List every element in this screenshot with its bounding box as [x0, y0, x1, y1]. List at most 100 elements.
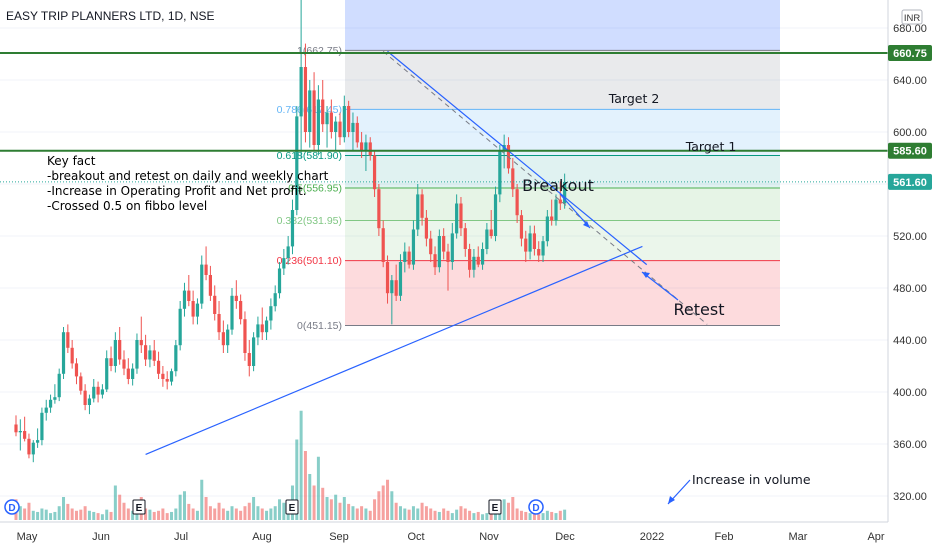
candle-body [256, 324, 260, 338]
volume-bar [92, 511, 96, 520]
volume-bar [57, 506, 61, 520]
volume-bar [342, 497, 346, 520]
candle-body [411, 229, 416, 265]
candle-body [360, 142, 364, 152]
volume-bar [299, 410, 303, 520]
candle [44, 399, 48, 421]
candle-body [429, 238, 433, 255]
candle-body [308, 90, 312, 132]
candle [144, 334, 148, 366]
candle [87, 394, 92, 415]
volume-bar [265, 510, 269, 520]
candle [316, 85, 320, 156]
dividend-marker [4, 499, 20, 515]
candle-body [563, 181, 567, 204]
volume-bar [550, 511, 554, 520]
candle [334, 116, 338, 152]
candle-body [53, 397, 57, 400]
volume-bar [528, 513, 532, 520]
candle-body [303, 67, 308, 132]
candle [48, 394, 53, 413]
price-tick-label: 640.00 [893, 75, 927, 87]
price-tag-label: 585.60 [893, 146, 927, 158]
volume-bar [243, 506, 247, 520]
candle [79, 372, 83, 395]
candle-body [321, 99, 325, 125]
candle-body [550, 216, 554, 221]
candle-body [420, 194, 424, 218]
candle [187, 275, 191, 307]
candle-body [57, 373, 61, 398]
time-tick-label: Nov [479, 531, 499, 543]
candle [269, 298, 273, 330]
price-tag-label: 660.75 [893, 48, 927, 60]
candle [511, 158, 515, 197]
candle [14, 415, 18, 437]
candle-body [152, 350, 156, 361]
candle-body [100, 389, 104, 395]
candle-body [398, 262, 403, 296]
candle [537, 241, 541, 262]
candle-body [122, 359, 126, 369]
candle [57, 368, 61, 402]
candle-body [36, 440, 40, 443]
candle [329, 99, 333, 139]
volume-bar [472, 513, 476, 520]
candle [351, 112, 355, 151]
volume-bar [398, 506, 402, 520]
volume-bar [355, 508, 359, 520]
volume-bar [157, 510, 161, 520]
volume-bar [53, 511, 57, 520]
dividend-marker-label: D [8, 503, 15, 514]
volume-bar [105, 509, 109, 520]
candle [360, 132, 364, 158]
candle [148, 345, 152, 368]
candle-body [381, 228, 385, 262]
volume-bar [437, 511, 441, 520]
volume-bar [252, 497, 256, 520]
candle [299, 0, 303, 158]
candle-body [23, 431, 27, 439]
volume-bar [234, 508, 238, 520]
candle [442, 228, 446, 260]
candle [226, 324, 230, 353]
price-tag-label: 561.60 [893, 177, 927, 189]
candle [528, 225, 532, 260]
candle [455, 194, 459, 239]
volume-bar [312, 485, 316, 520]
candle [139, 316, 143, 353]
candle [394, 264, 398, 301]
candle [96, 381, 100, 403]
volume-arrowhead [668, 496, 675, 504]
candle-body [217, 314, 221, 333]
fib-level-label: 0.382(531.95) [277, 215, 342, 227]
volume-bar [131, 510, 135, 520]
candle [325, 106, 329, 148]
candle [468, 243, 472, 278]
candle-body [96, 386, 100, 395]
price-tick-label: 400.00 [893, 387, 927, 399]
candle [563, 173, 567, 209]
candle [550, 199, 554, 226]
candle-body [485, 229, 489, 249]
candle-body [390, 280, 394, 294]
candle-body [459, 203, 463, 229]
volume-bar [278, 499, 282, 520]
candle-body [264, 320, 269, 333]
volume-bar [49, 513, 53, 520]
volume-bar [295, 439, 299, 520]
candle-body [239, 301, 243, 320]
candle [459, 197, 463, 236]
volume-bar [407, 509, 411, 520]
candle-body [385, 262, 390, 294]
volume-bar [87, 510, 91, 520]
fib-zone [345, 260, 780, 326]
candle-body [433, 254, 437, 268]
fib-level-label: 0.618(581.90) [277, 150, 342, 162]
candle [252, 332, 256, 372]
candle-body [118, 340, 122, 360]
candle-body [66, 332, 70, 348]
candle [208, 265, 212, 301]
volume-bar [31, 510, 35, 520]
